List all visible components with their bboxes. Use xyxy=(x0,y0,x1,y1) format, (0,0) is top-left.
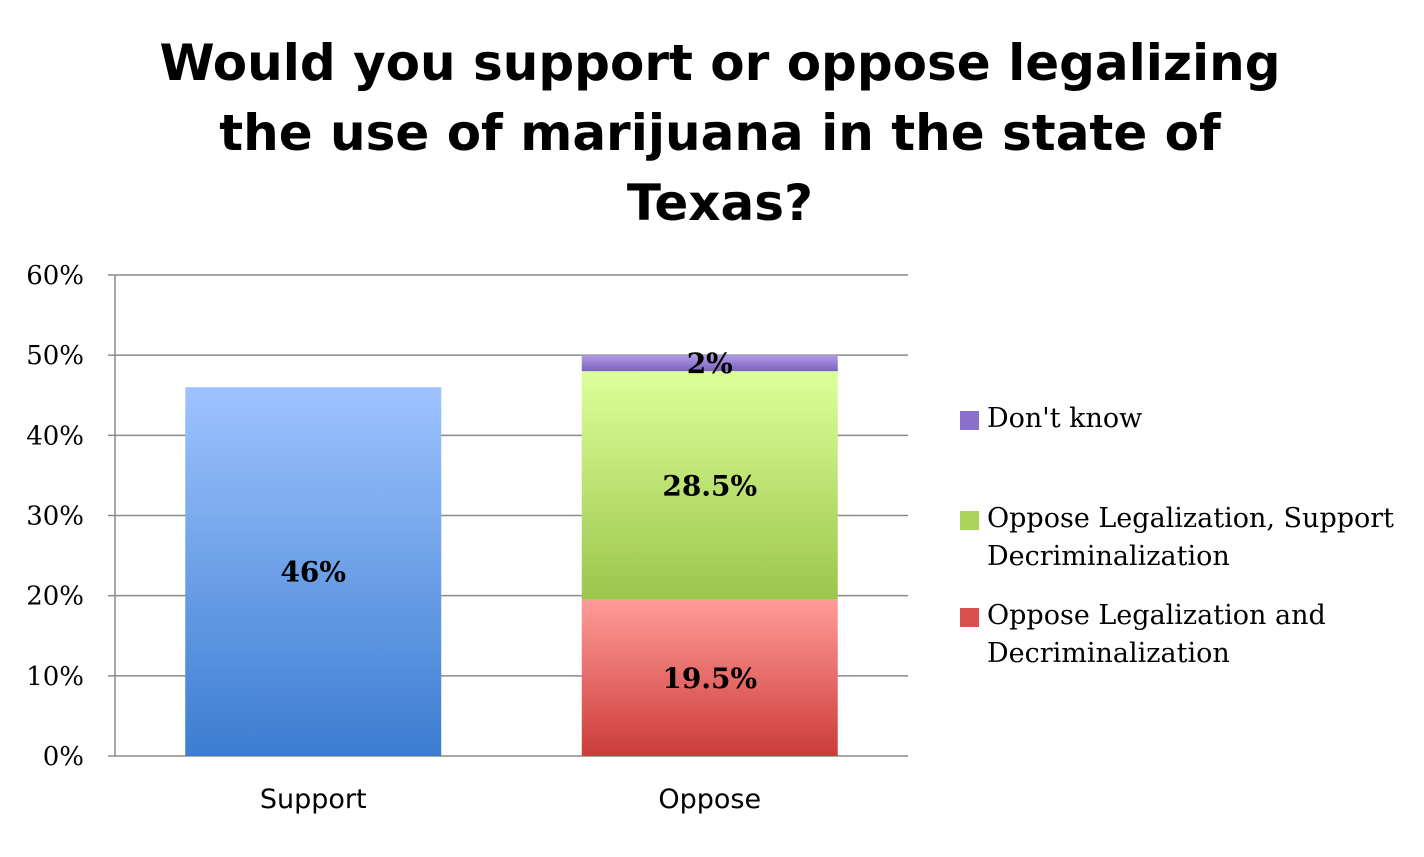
y-tick-label: 30% xyxy=(26,502,84,532)
chart-title-line-2: the use of marijuana in the state of xyxy=(219,104,1221,162)
legend-item-oppose-support-decrim: Oppose Legalization, Support Decriminali… xyxy=(960,500,1420,576)
legend-item-oppose-both: Oppose Legalization and Decriminalizatio… xyxy=(960,597,1420,673)
data-label: 46% xyxy=(280,556,346,589)
legend-item-dont-know: Don't know xyxy=(960,400,1420,438)
data-label: 2% xyxy=(687,347,733,380)
y-tick-label: 0% xyxy=(43,742,84,772)
legend-swatch-dont-know xyxy=(960,411,979,430)
data-label: 19.5% xyxy=(662,662,757,695)
data-label: 28.5% xyxy=(662,469,757,502)
y-tick-label: 50% xyxy=(26,341,84,371)
bar-segment xyxy=(581,599,838,756)
y-tick-label: 40% xyxy=(26,421,84,451)
x-axis-categories: Support Oppose xyxy=(260,784,761,815)
chart-title-line-1: Would you support or oppose legalizing xyxy=(159,34,1281,92)
y-tick-label: 60% xyxy=(26,261,84,291)
y-tick-label: 10% xyxy=(26,662,84,692)
bar-segment xyxy=(581,355,838,372)
x-category-label: Support xyxy=(260,784,367,815)
legend-swatch-oppose-support-decrim xyxy=(960,511,979,530)
chart-title-line-3: Texas? xyxy=(626,174,814,232)
legend-label-oppose-support-decrim: Oppose Legalization, Support Decriminali… xyxy=(987,503,1395,572)
bar-segment xyxy=(581,371,838,600)
bars xyxy=(185,355,838,756)
chart-title: Would you support or oppose legalizing t… xyxy=(0,28,1424,238)
legend-label-oppose-both: Oppose Legalization and Decriminalizatio… xyxy=(987,600,1326,669)
legend-swatch-oppose-both xyxy=(960,608,979,627)
data-labels: 19.5% 28.5% 2% 46% xyxy=(280,347,757,695)
y-axis-ticks: 0% 10% 20% 30% 40% 50% 60% xyxy=(26,261,115,772)
x-category-label: Oppose xyxy=(658,784,761,815)
y-tick-label: 20% xyxy=(26,582,84,612)
legend-label-dont-know: Don't know xyxy=(987,403,1143,434)
bar-segment xyxy=(185,387,442,756)
